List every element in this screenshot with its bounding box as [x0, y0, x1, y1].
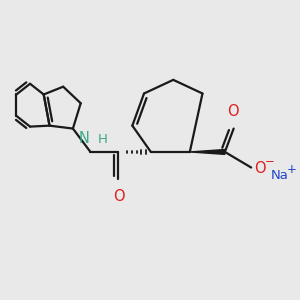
Text: Na: Na [271, 169, 289, 182]
Text: O: O [227, 104, 239, 119]
Text: N: N [79, 131, 89, 146]
Text: −: − [265, 155, 275, 168]
Text: H: H [98, 133, 108, 146]
Polygon shape [190, 149, 225, 154]
Text: +: + [286, 163, 296, 176]
Text: O: O [113, 189, 124, 204]
Text: O: O [254, 161, 266, 176]
